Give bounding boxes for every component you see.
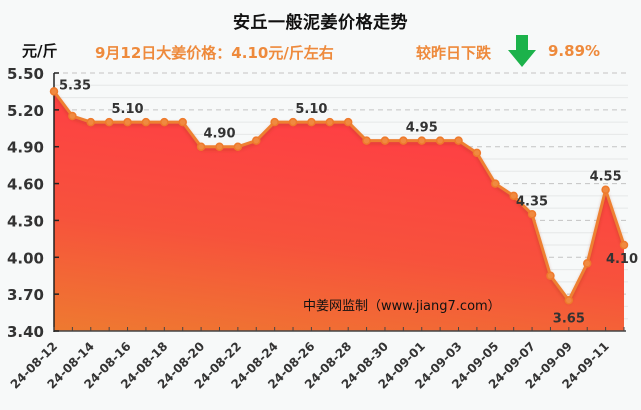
data-point [86, 117, 96, 127]
change-label: 较昨日下跌 [416, 44, 492, 62]
data-point [601, 185, 610, 194]
watermark: 中姜网监制（www.jiang7.com） [303, 299, 501, 314]
y-axis-ticks: 5.50 5.20 4.90 4.60 4.30 4.00 3.70 3.40 [7, 65, 59, 341]
y-tick-label: 4.60 [7, 176, 44, 194]
data-label: 4.55 [590, 170, 622, 185]
data-markers [49, 87, 629, 305]
y-tick-label: 5.20 [7, 102, 44, 120]
data-point [435, 136, 445, 145]
data-point [49, 87, 59, 96]
data-point [399, 136, 408, 145]
data-label: 3.65 [553, 311, 585, 326]
data-point [196, 142, 206, 151]
data-label: 4.95 [406, 121, 438, 136]
data-point [582, 259, 592, 268]
data-point [509, 191, 518, 201]
x-axis-ticks: 24-08-1224-08-1424-08-1624-08-1824-08-20… [8, 339, 612, 391]
data-point [343, 117, 353, 127]
data-labels: 5.35 5.10 4.90 5.10 4.95 4.35 3.65 4.55 4.10 [59, 78, 638, 326]
data-label: 5.35 [59, 78, 91, 93]
data-point [307, 117, 316, 127]
data-point [454, 136, 463, 145]
data-point [160, 117, 169, 127]
data-label: 5.10 [112, 102, 144, 117]
data-point [619, 240, 629, 250]
data-point [104, 117, 114, 127]
data-point [527, 210, 537, 219]
data-label: 4.10 [606, 252, 638, 267]
data-point [288, 117, 298, 127]
data-point [178, 117, 187, 127]
data-point [564, 296, 574, 305]
data-point [252, 136, 261, 145]
chart-title: 安丘一般泥姜价格走势 [233, 13, 408, 33]
price-headline: 9月12日大姜价格：4.10元/斤左右 [95, 44, 334, 62]
y-tick-label: 3.70 [7, 286, 44, 304]
data-point [215, 142, 224, 151]
y-tick-label: 3.40 [7, 323, 44, 341]
data-point [68, 111, 77, 121]
arrow-down-icon [508, 35, 536, 67]
data-point [472, 148, 482, 158]
price-area [54, 91, 624, 332]
y-axis-unit: 元/斤 [22, 42, 58, 60]
y-tick-label: 4.90 [7, 139, 44, 157]
data-point [380, 136, 390, 145]
data-point [270, 117, 279, 127]
data-point [362, 136, 371, 145]
data-point [325, 117, 335, 127]
y-tick-label: 5.50 [7, 65, 44, 83]
data-label: 4.90 [203, 127, 235, 142]
y-tick-label: 4.30 [7, 212, 44, 230]
axes [53, 73, 626, 332]
change-value: 9.89% [548, 42, 601, 60]
data-point [141, 117, 151, 127]
data-label: 4.35 [516, 194, 548, 209]
data-label: 5.10 [295, 102, 327, 117]
data-point [491, 179, 500, 188]
y-tick-label: 4.00 [7, 249, 44, 267]
data-point [417, 136, 426, 145]
data-point [546, 271, 555, 280]
data-point [123, 117, 132, 127]
data-point [233, 142, 243, 151]
